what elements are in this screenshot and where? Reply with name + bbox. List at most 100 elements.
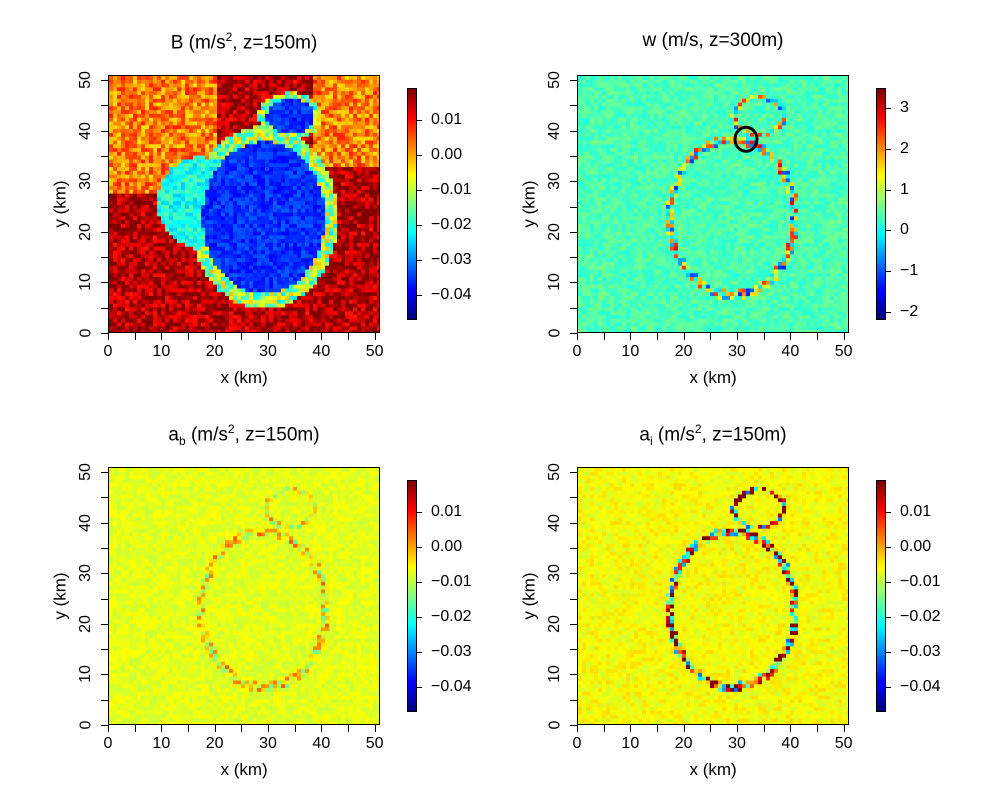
y-tick: [101, 725, 108, 726]
colorbar-tick: [417, 295, 422, 297]
y-tick: [101, 80, 108, 82]
colorbar: [407, 88, 417, 320]
colorbar-tick-label: −0.03: [900, 643, 941, 661]
y-tick: [570, 80, 577, 82]
colorbar-tick-label: −0.03: [431, 643, 472, 661]
colorbar-tick-label: −0.02: [431, 608, 472, 626]
colorbar-tick: [886, 189, 891, 191]
colorbar-tick-label: −0.02: [900, 608, 941, 626]
y-tick: [101, 155, 108, 157]
y-tick-label: 20: [76, 222, 94, 241]
y-tick: [101, 522, 108, 524]
title-rest: , z=150m): [232, 32, 318, 54]
x-tick-label: 10: [621, 735, 640, 752]
title-units: (m/s: [652, 424, 695, 446]
y-tick-label: 30: [545, 564, 563, 583]
y-tick: [101, 699, 108, 701]
colorbar-tick-label: −0.03: [431, 251, 472, 269]
y-tick: [101, 623, 108, 625]
x-axis-label: x (km): [689, 368, 737, 387]
colorbar-tick: [886, 511, 891, 513]
heatmap-field: [109, 76, 379, 332]
colorbar-tick-label: −0.01: [431, 180, 472, 198]
y-tick: [570, 573, 577, 575]
colorbar-tick: [886, 687, 891, 689]
y-tick: [101, 257, 108, 259]
x-tick-label: 40: [781, 343, 800, 360]
heatmap-plot: [108, 75, 380, 333]
x-tick: [348, 333, 349, 340]
panel-title: B (m/s2, z=150m): [171, 30, 318, 54]
colorbar-tick-label: −0.01: [900, 572, 941, 590]
x-tick: [710, 333, 712, 340]
x-tick: [843, 725, 845, 732]
x-tick-label: 30: [259, 735, 277, 752]
colorbar-tick-label: −0.01: [431, 572, 472, 590]
y-tick: [570, 674, 577, 676]
x-tick: [763, 333, 765, 340]
x-tick: [737, 725, 738, 732]
y-tick: [570, 623, 577, 625]
colorbar: [876, 88, 886, 320]
x-tick: [374, 725, 376, 732]
title-symbol: a: [168, 424, 179, 446]
title-rest: , z=150m): [234, 424, 320, 446]
x-tick: [577, 333, 578, 340]
title-symbol: a: [639, 424, 650, 446]
y-tick: [101, 547, 108, 549]
colorbar-tick-label: 0.01: [431, 502, 463, 520]
colorbar-tick-label: 1: [900, 180, 909, 198]
heatmap-plot: [108, 467, 380, 725]
title-symbol: B: [170, 32, 184, 54]
y-tick-label: 30: [76, 564, 94, 583]
panel-title: ai (m/s2, z=150m): [639, 422, 786, 448]
x-tick-label: 20: [674, 735, 693, 752]
y-tick-label: 30: [545, 172, 563, 191]
x-axis-label: x (km): [220, 368, 268, 387]
x-tick: [321, 725, 323, 732]
y-tick: [101, 598, 108, 600]
x-tick: [214, 725, 216, 732]
y-tick-label: 10: [545, 273, 563, 292]
colorbar-tick-label: 0.00: [900, 537, 932, 555]
colorbar-tick-label: −0.04: [900, 678, 941, 696]
title-symbol: w: [642, 30, 657, 51]
x-tick: [108, 333, 109, 340]
x-tick-label: 0: [572, 343, 582, 360]
title-rest: , z=150m): [701, 424, 787, 446]
y-tick: [101, 497, 108, 499]
y-tick: [101, 573, 108, 575]
panel-title: ab (m/s2, z=150m): [168, 422, 319, 448]
y-axis-label: y (km): [50, 572, 70, 620]
colorbar-tick: [886, 271, 891, 273]
y-tick: [101, 649, 108, 651]
colorbar-tick: [417, 687, 422, 689]
x-tick-label: 20: [674, 343, 693, 360]
x-axis-label: x (km): [689, 760, 737, 779]
x-tick: [790, 333, 792, 340]
colorbar-tick-label: 0.00: [431, 145, 463, 163]
y-tick: [101, 105, 108, 107]
x-tick: [268, 725, 269, 732]
title-units: (m/s: [183, 32, 226, 54]
x-tick: [134, 333, 136, 340]
x-tick-label: 10: [621, 343, 640, 360]
colorbar-tick-label: −0.04: [431, 678, 472, 696]
colorbar-tick-label: −0.04: [431, 286, 472, 304]
x-tick: [294, 725, 296, 732]
x-tick: [188, 333, 189, 340]
colorbar-tick-label: −2: [900, 302, 919, 320]
y-tick-label: 40: [76, 121, 94, 140]
x-tick-label: 0: [103, 343, 113, 360]
x-tick-label: 50: [834, 343, 853, 360]
x-tick: [108, 725, 109, 732]
y-tick-label: 0: [76, 720, 94, 730]
title-units: (m/s,: [656, 30, 704, 51]
title-superscript: 2: [227, 422, 235, 436]
title-units: (m/s: [185, 424, 228, 446]
x-tick: [161, 725, 163, 732]
y-tick-label: 30: [76, 172, 94, 191]
title-superscript: 2: [225, 30, 233, 44]
x-tick: [348, 725, 349, 732]
x-tick-label: 0: [103, 735, 113, 752]
